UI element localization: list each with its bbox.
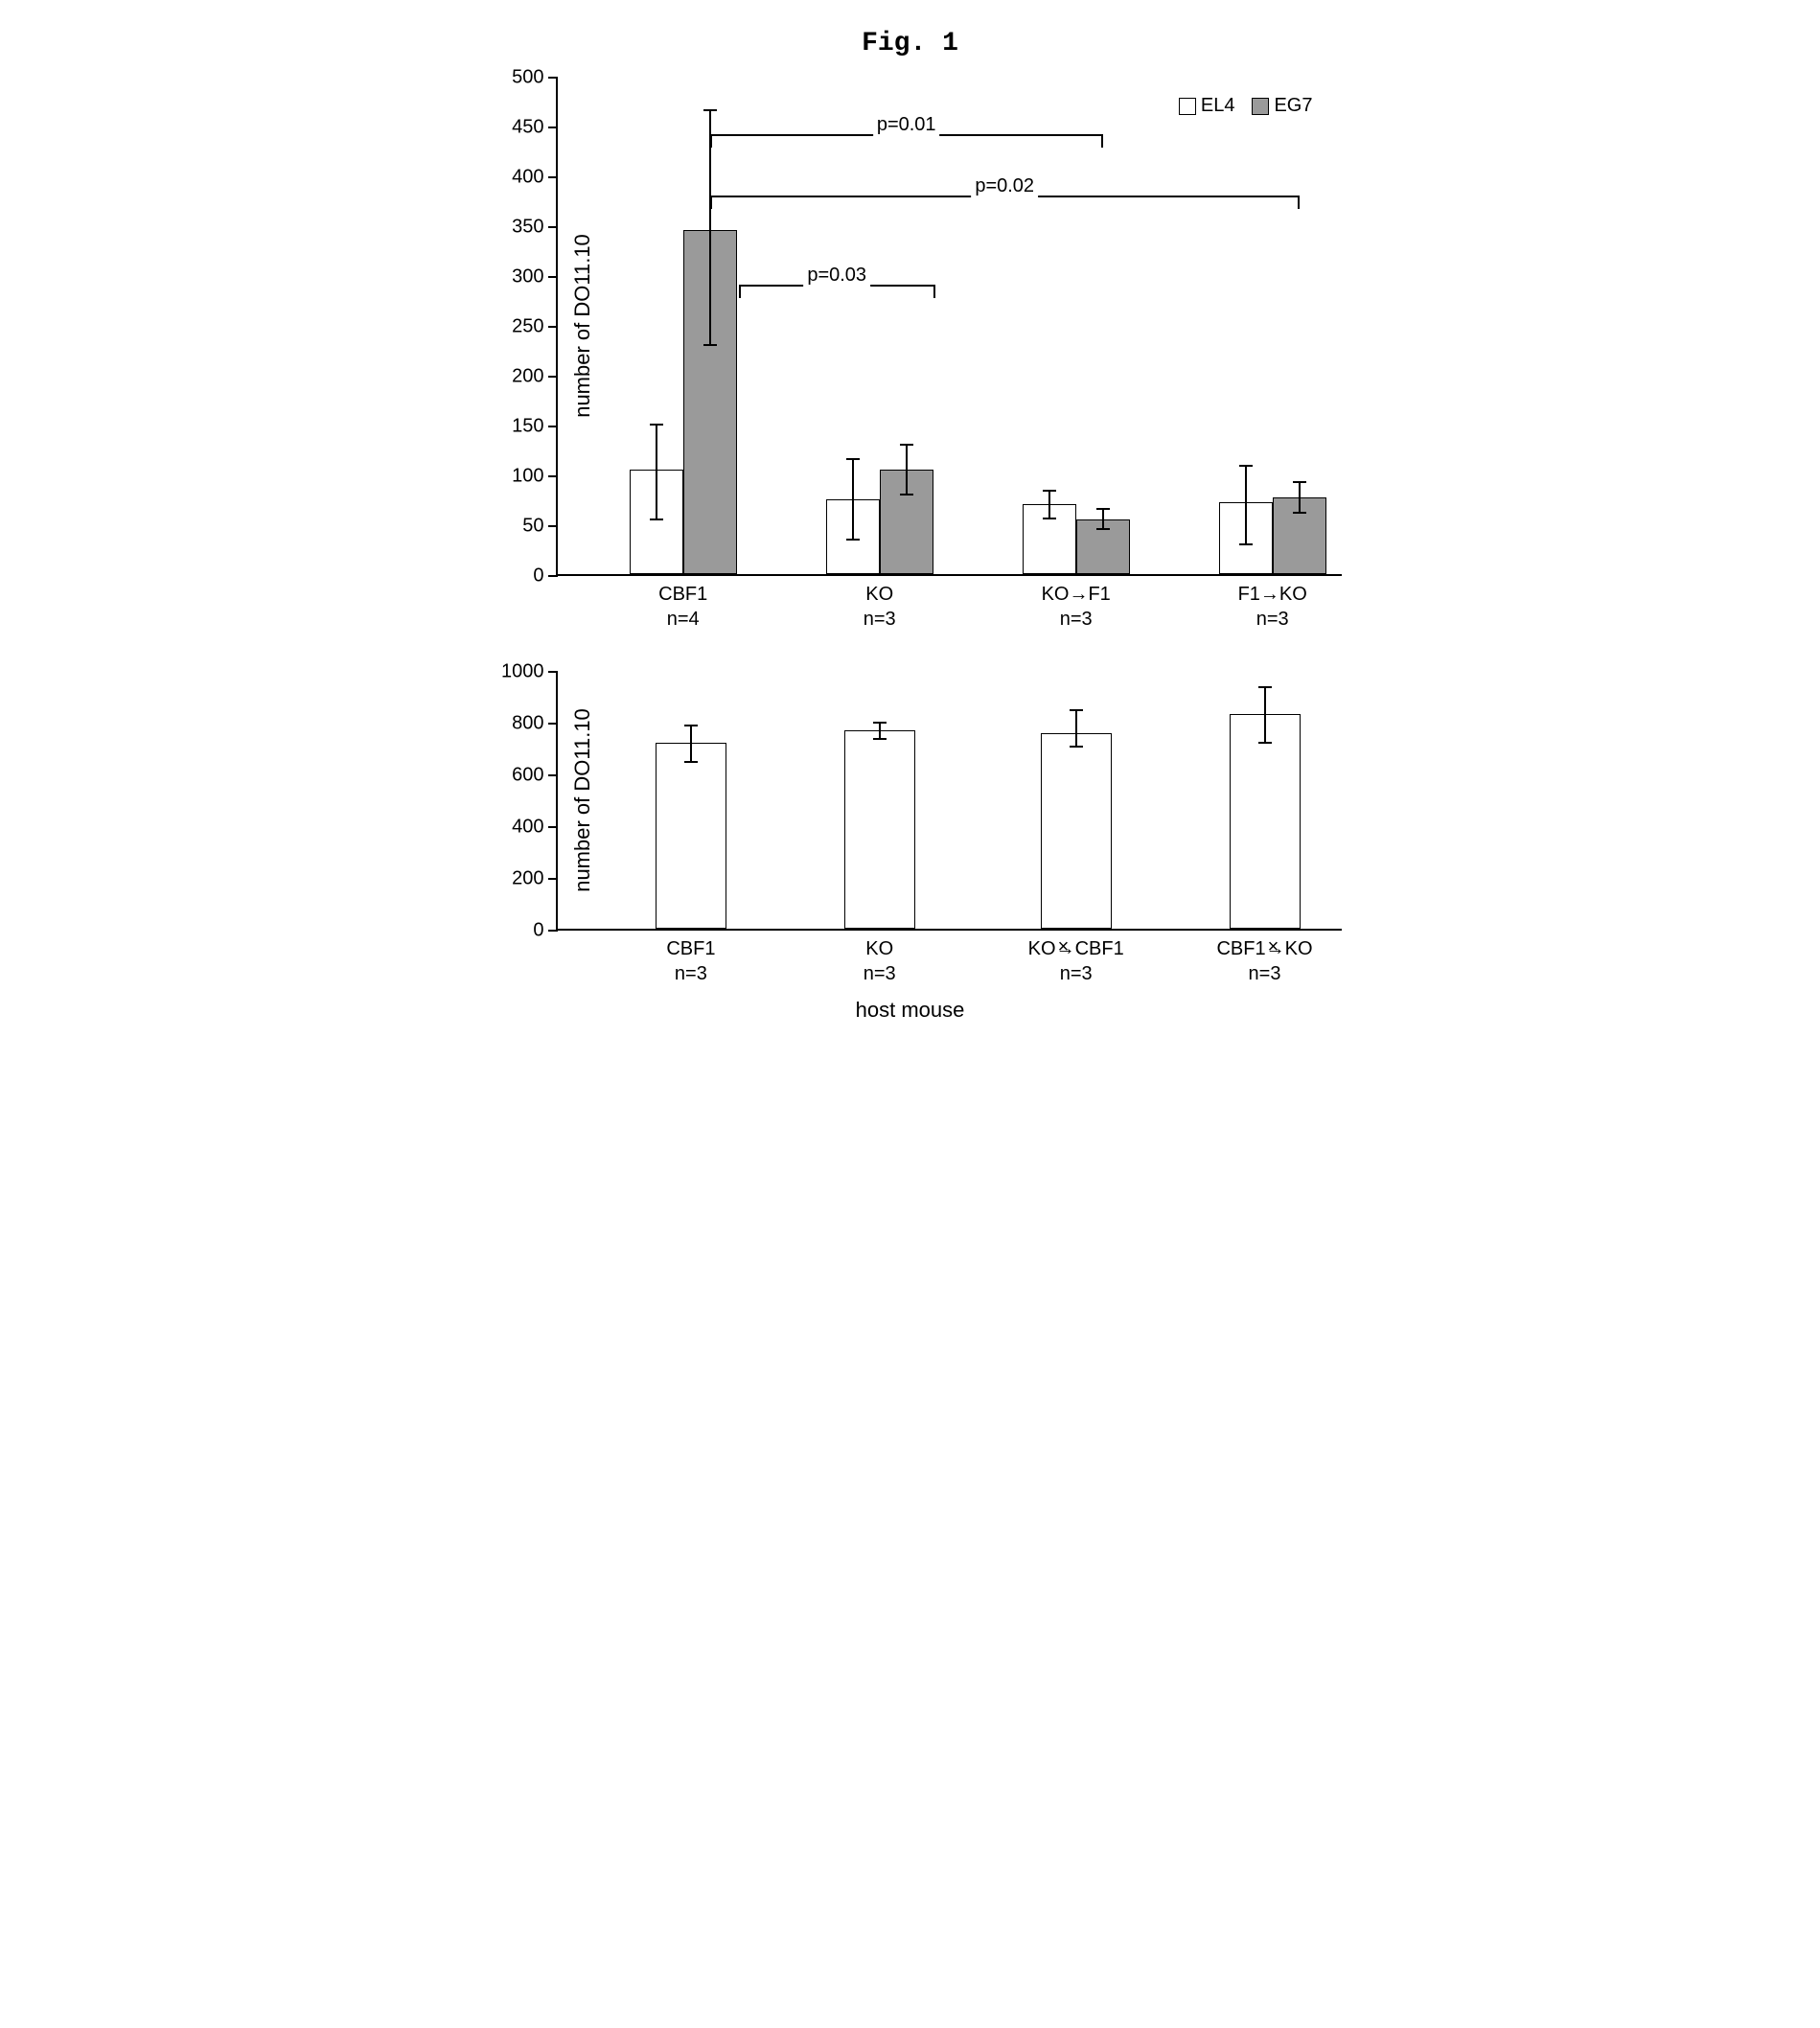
error-cap [1043,490,1056,492]
error-cap [1043,518,1056,519]
error-cap [846,539,860,541]
legend-item: EG7 [1252,95,1312,117]
error-cap [1293,481,1306,483]
chart-top: 050100150200250300350400450500number of … [470,78,1351,576]
error-cap [873,738,887,740]
error-cap [1096,508,1110,510]
y-tick-label: 0 [533,565,557,588]
bar [1041,733,1112,929]
y-tick-label: 150 [512,416,557,438]
error-cap [1258,742,1272,744]
y-tick-label: 400 [512,167,557,189]
y-tick-label: 200 [512,366,557,388]
y-tick-label: 300 [512,266,557,288]
y-tick-label: 350 [512,217,557,239]
plot-area-top: 050100150200250300350400450500number of … [556,78,1342,576]
y-axis-label: number of DO11.10 [569,234,594,418]
bar [1230,714,1301,929]
plot-area-bottom: 02004006008001000number of DO11.10CBF1n=… [556,672,1342,931]
x-n-label: n=3 [1256,574,1289,631]
error-bar [1102,509,1104,529]
legend-swatch [1252,98,1269,115]
y-axis-label: number of DO11.10 [569,708,594,892]
error-cap [703,109,717,111]
figure-title: Fig. 1 [29,29,1791,58]
y-tick-label: 200 [512,868,557,890]
error-bar [852,459,854,539]
error-cap [650,519,663,520]
sig-label: p=0.02 [971,175,1038,197]
legend-swatch [1179,98,1196,115]
y-tick-label: 50 [522,516,557,538]
error-bar [1048,491,1050,519]
error-bar [1264,687,1266,743]
bar [844,730,915,929]
error-cap [900,494,913,495]
sig-label: p=0.03 [803,265,870,287]
error-cap [846,458,860,460]
error-cap [1239,543,1253,545]
y-tick-label: 0 [533,920,557,942]
error-bar [656,425,657,519]
x-axis-label-bottom: host mouse [470,998,1351,1023]
error-cap [703,344,717,346]
y-tick-label: 500 [512,67,557,89]
error-cap [1070,709,1083,711]
x-n-label: n=3 [864,574,896,631]
y-tick-label: 400 [512,817,557,839]
chart-bottom: 02004006008001000number of DO11.10CBF1n=… [470,672,1351,1023]
error-bar [1075,710,1077,747]
y-tick-label: 1000 [501,661,558,683]
y-tick-label: 250 [512,316,557,338]
error-cap [650,424,663,426]
error-cap [1258,686,1272,688]
legend: EL4 EG7 [1179,95,1313,117]
error-cap [1293,512,1306,514]
x-n-label: n=3 [1060,929,1093,985]
error-cap [873,722,887,724]
y-tick-label: 450 [512,117,557,139]
y-tick-label: 800 [512,713,557,735]
y-tick-label: 600 [512,765,557,787]
x-n-label: n=4 [667,574,700,631]
error-cap [684,725,698,726]
x-n-label: n=3 [675,929,707,985]
x-n-label: n=3 [864,929,896,985]
x-n-label: n=3 [1060,574,1093,631]
error-bar [1299,482,1301,512]
error-bar [690,726,692,762]
x-n-label: n=3 [1249,929,1281,985]
error-cap [1239,465,1253,467]
bar [656,743,726,929]
error-bar [906,445,908,495]
sig-label: p=0.01 [873,114,940,136]
error-cap [1096,528,1110,530]
error-cap [900,444,913,446]
legend-item: EL4 [1179,95,1235,117]
error-bar [879,723,881,738]
error-cap [684,761,698,763]
error-cap [1070,746,1083,748]
y-tick-label: 100 [512,466,557,488]
error-bar [1245,466,1247,544]
